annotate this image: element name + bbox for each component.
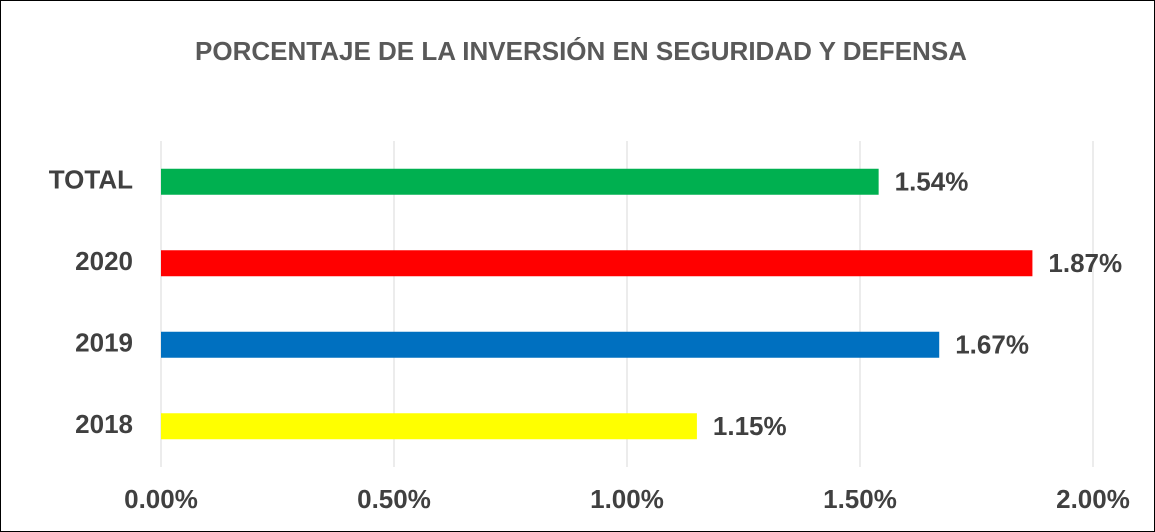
bar bbox=[161, 331, 940, 358]
x-tick-label: 1.50% bbox=[823, 484, 897, 514]
x-tick-label: 1.00% bbox=[590, 484, 664, 514]
data-label: 1.67% bbox=[955, 330, 1029, 360]
data-label: 1.87% bbox=[1048, 248, 1122, 278]
data-label: 1.54% bbox=[895, 167, 969, 197]
x-tick-label: 0.00% bbox=[124, 484, 198, 514]
x-tick-label: 0.50% bbox=[357, 484, 431, 514]
chart-title: PORCENTAJE DE LA INVERSIÓN EN SEGURIDAD … bbox=[195, 36, 967, 66]
data-label: 1.15% bbox=[713, 411, 787, 441]
y-tick-label: 2018 bbox=[75, 409, 133, 439]
bar bbox=[161, 413, 697, 440]
bar bbox=[161, 168, 879, 195]
y-tick-label: TOTAL bbox=[49, 165, 133, 195]
y-tick-label: 2019 bbox=[75, 328, 133, 358]
x-tick-label: 2.00% bbox=[1056, 484, 1130, 514]
bar bbox=[161, 250, 1033, 277]
y-tick-label: 2020 bbox=[75, 246, 133, 276]
